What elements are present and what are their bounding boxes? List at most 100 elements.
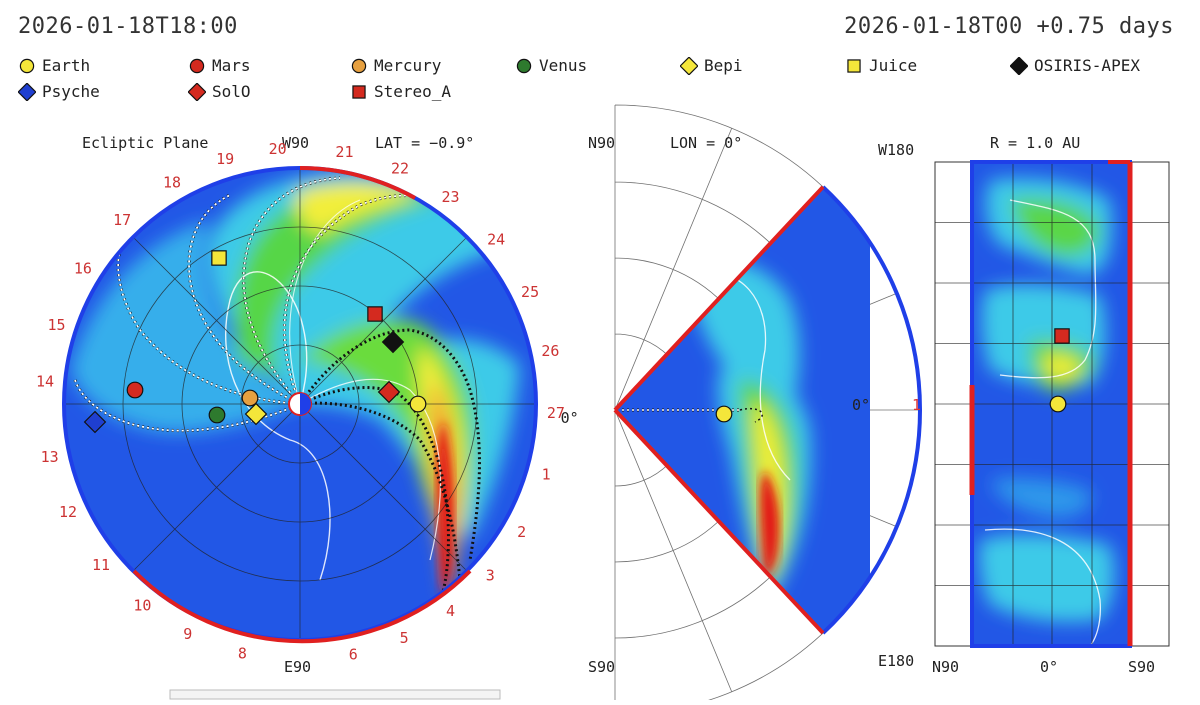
ecliptic-panel: Ecliptic Plane LAT = −0.9° W90 E90 20 212… (36, 134, 579, 676)
radial-object-stereo-a (1054, 328, 1070, 344)
meridional-boundary (821, 185, 922, 635)
ecliptic-title: Ecliptic Plane (82, 134, 208, 152)
circle-icon (19, 58, 35, 73)
radial-y-bottom-label: E180 (878, 652, 914, 670)
carrington-tick-label: 0° (561, 409, 579, 427)
carrington-tick-label: 5 (400, 629, 409, 647)
carrington-tick-label: 25 (521, 283, 539, 301)
legend-marker-0 (19, 58, 35, 73)
legend-marker-5 (847, 58, 861, 73)
radial-y-mid-label: 1 (912, 396, 921, 414)
meridional-right-label: 0° (852, 396, 870, 414)
meridional-objects (715, 405, 733, 423)
carrington-tick-label: 23 (441, 188, 459, 206)
ecliptic-object-earth (409, 395, 427, 413)
legend-item-mercury: Mercury (350, 56, 441, 75)
carrington-tick-label: 18 (163, 173, 181, 191)
legend-item-juice: Juice (845, 56, 917, 75)
meridional-top-label: N90 (588, 134, 615, 152)
legend-label: Bepi (704, 56, 743, 75)
ecliptic-object-mercury (241, 389, 259, 407)
carrington-tick-label: 24 (487, 230, 505, 248)
bottom-strip (30, 686, 1170, 700)
ecliptic-object-venus (208, 406, 226, 424)
meridional-panel: N90 LON = 0° S90 0° (588, 104, 922, 700)
circle-icon (516, 58, 532, 73)
legend-label: Mars (212, 56, 251, 75)
meridional-object-earth (715, 405, 733, 423)
ecliptic-objects (83, 250, 427, 434)
timestamp-left: 2026-01-18T18:00 (18, 14, 238, 39)
ecliptic-top-label: W90 (282, 134, 309, 152)
ecliptic-object-bepi (244, 402, 268, 426)
legend-marker-4 (680, 56, 698, 75)
radial-y-top-label: W180 (878, 141, 914, 159)
circle-icon (189, 58, 205, 73)
carrington-tick-label: 22 (391, 159, 409, 177)
ecliptic-red-arc-bottom (132, 569, 472, 644)
carrington-tick-label: 2 (517, 523, 526, 541)
legend-label: Psyche (42, 82, 100, 101)
square-icon (847, 58, 861, 73)
ecliptic-heatmap (64, 168, 536, 640)
meridional-red-edge-top (613, 185, 825, 412)
ecliptic-red-arc-top (299, 166, 416, 200)
legend-label: SolO (212, 82, 251, 101)
diamond-icon (188, 82, 206, 101)
bottom-strip-graphic (169, 689, 501, 700)
meridional-bottom-label: S90 (588, 658, 615, 676)
legend-item-solo: SolO (188, 82, 251, 101)
legend-item-bepi: Bepi (680, 56, 743, 75)
ecliptic-object-juice (211, 250, 227, 266)
ecliptic-lat-label: LAT = −0.9° (375, 134, 474, 152)
ecliptic-object-osiris-apex (381, 330, 405, 354)
legend-marker-6 (1010, 56, 1028, 75)
carrington-tick-label: 15 (47, 316, 65, 334)
legend-item-earth: Earth (18, 56, 90, 75)
carrington-tick-label: 27 (547, 404, 565, 422)
carrington-tick-label: 8 (238, 644, 247, 662)
sun-marker-half (300, 393, 311, 415)
radial-objects (1049, 328, 1070, 413)
circle-icon (351, 58, 367, 73)
legend-label: Mercury (374, 56, 442, 75)
radial-object-earth (1049, 395, 1067, 413)
legend-item-mars: Mars (188, 56, 251, 75)
carrington-tick-label: 14 (36, 373, 54, 391)
carrington-tick-label: 17 (113, 211, 131, 229)
square-icon (352, 84, 366, 99)
carrington-tick-label: 12 (59, 503, 77, 521)
ecliptic-object-psyche (83, 410, 107, 434)
legend-marker-9 (352, 84, 366, 99)
carrington-tick-label: 10 (133, 597, 151, 615)
legend-item-venus: Venus (515, 56, 587, 75)
legend-label: Venus (539, 56, 588, 75)
diamond-icon (1010, 56, 1028, 75)
ecliptic-bottom-label: E90 (284, 658, 311, 676)
carrington-tick-label: 9 (183, 625, 192, 643)
carrington-tick-label: 19 (216, 150, 234, 168)
carrington-tick-label: 26 (541, 342, 559, 360)
meridional-red-edge-bottom (613, 408, 825, 635)
carrington-tick-label: 13 (41, 448, 59, 466)
radial-x-label-s90: S90 (1128, 658, 1155, 676)
diamond-icon (18, 82, 36, 101)
ecliptic-object-solo (377, 380, 401, 404)
ecliptic-object-stereo-a (367, 306, 383, 322)
carrington-tick-label: 1 (542, 466, 551, 484)
ecliptic-object-mars (126, 381, 144, 399)
legend-marker-3 (516, 58, 532, 73)
radial-x-label-0: 0° (1040, 658, 1058, 676)
legend-label: Earth (42, 56, 91, 75)
legend-marker-2 (351, 58, 367, 73)
carrington-tick-label: 11 (92, 556, 110, 574)
meridional-lon-label: LON = 0° (670, 134, 742, 152)
carrington-tick-label: 6 (349, 645, 358, 663)
carrington-ticks: 20 212223242526270°1234568910111213141516… (36, 140, 579, 663)
legend: Earth Mars Mercury Venus Bepi Juice OSIRIS-APE… (0, 56, 1200, 112)
legend-marker-8 (188, 82, 206, 101)
legend-marker-7 (18, 82, 36, 101)
legend-label: Stereo_A (374, 82, 452, 101)
legend-label: Juice (869, 56, 918, 75)
